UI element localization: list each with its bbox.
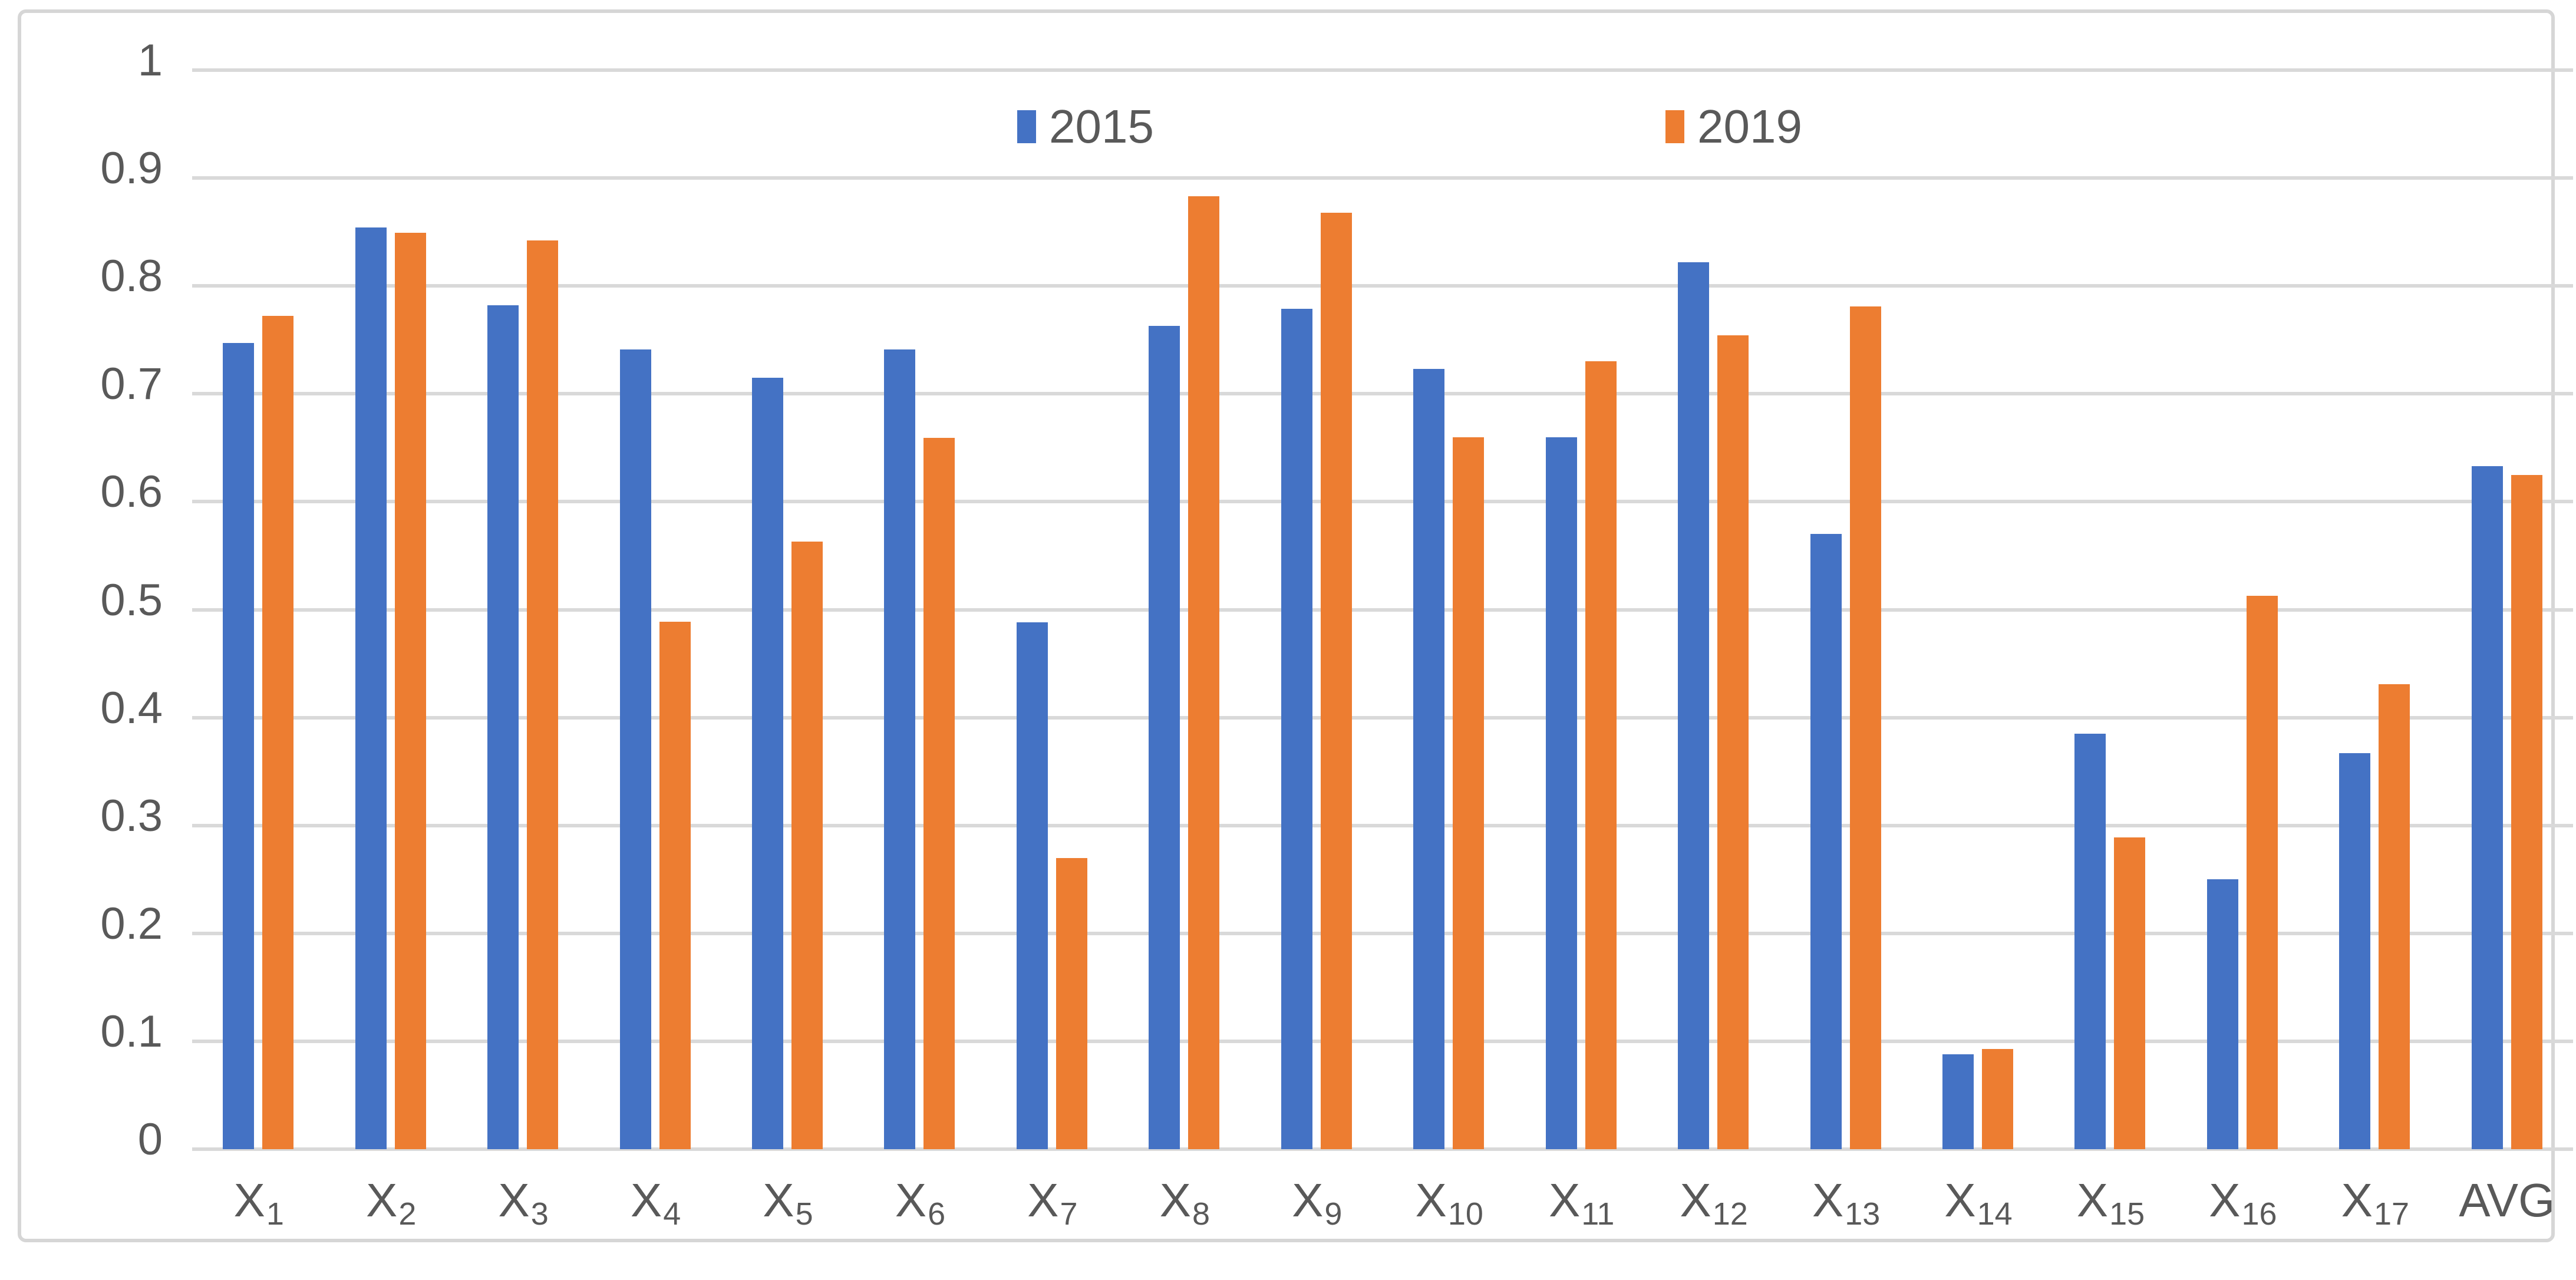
x-tick-label-X13: X13 — [1812, 1174, 1881, 1232]
bar-2015-X9 — [1281, 308, 1312, 1149]
gridline-1 — [192, 68, 2573, 72]
y-tick-label-0.1: 0.1 — [100, 1006, 163, 1057]
x-tick-label-X5: X5 — [763, 1174, 813, 1232]
gridline-0.2 — [192, 931, 2573, 935]
bar-2015-X14 — [1942, 1054, 1974, 1149]
bar-2015-X12 — [1678, 262, 1710, 1149]
x-axis: X1 X2 X3 X4 X5 X6 X7 X8 X9 X10 X11 X12 X13 X14 X15 X16 X… — [192, 1171, 2573, 1242]
legend-marker-2015 — [1017, 110, 1036, 143]
bar-2019-X12 — [1717, 335, 1749, 1149]
bar-2015-X5 — [752, 377, 783, 1149]
bar-2015-X1 — [223, 343, 255, 1149]
bar-2015-X4 — [619, 349, 651, 1149]
x-tick-label-X2: X2 — [365, 1174, 417, 1232]
gridline-0.7 — [192, 392, 2573, 396]
x-tick-label-X14: X14 — [1944, 1174, 2013, 1232]
x-tick-label-X1: X1 — [233, 1174, 284, 1232]
x-tick-label-X7: X7 — [1027, 1174, 1078, 1232]
bar-2019-X3 — [527, 240, 559, 1149]
y-tick-label-0.5: 0.5 — [100, 575, 163, 625]
bar-2019-X16 — [2246, 595, 2278, 1149]
bar-2015-X17 — [2339, 753, 2371, 1149]
bar-2015-X7 — [1016, 622, 1048, 1149]
bar-2015-X15 — [2074, 734, 2106, 1149]
x-tick-label-X15: X15 — [2076, 1174, 2145, 1232]
x-tick-label-X17: X17 — [2341, 1174, 2410, 1232]
bar-2015-X13 — [1810, 534, 1842, 1149]
bar-2019-X7 — [1056, 857, 1087, 1149]
bar-2015-X2 — [355, 227, 387, 1149]
bar-2019-X15 — [2114, 837, 2146, 1149]
x-tick-label-X11: X11 — [1548, 1174, 1615, 1232]
y-tick-label-0.8: 0.8 — [100, 251, 163, 302]
bar-2019-X13 — [1849, 306, 1881, 1149]
y-tick-label-0.9: 0.9 — [100, 143, 163, 194]
gridline-0 — [192, 1147, 2573, 1151]
bar-2019-X6 — [923, 438, 955, 1149]
x-tick-label-AVG: AVG — [2459, 1174, 2555, 1226]
legend-entry-2019: 2019 — [1665, 100, 1802, 153]
bar-2015-X16 — [2206, 879, 2238, 1149]
y-tick-label-0.7: 0.7 — [100, 359, 163, 410]
y-tick-label-1: 1 — [137, 35, 163, 85]
y-tick-label-0: 0 — [137, 1114, 163, 1164]
bar-2019-X4 — [659, 621, 691, 1149]
y-tick-label-0.4: 0.4 — [100, 682, 163, 733]
gridline-0.3 — [192, 823, 2573, 827]
bar-2015-AVG — [2471, 466, 2503, 1149]
x-tick-label-X16: X16 — [2209, 1174, 2277, 1232]
bar-2015-X10 — [1413, 369, 1445, 1149]
plot-area — [192, 68, 2573, 1151]
bar-2019-X10 — [1453, 437, 1485, 1149]
gridline-0.4 — [192, 715, 2573, 720]
chart-frame: 0 0.1 0.2 0.3 0.4 0.5 0.6 0.7 0.8 0.9 1 X1 X2 X3 X4 X5… — [18, 9, 2573, 1242]
bar-2019-X9 — [1320, 212, 1352, 1149]
gridline-0.1 — [192, 1039, 2573, 1043]
legend-label-2019: 2019 — [1697, 100, 1802, 153]
x-tick-label-X4: X4 — [630, 1174, 681, 1232]
gridline-0.5 — [192, 608, 2573, 612]
bar-2019-X14 — [1982, 1048, 2013, 1149]
bar-2019-X17 — [2379, 684, 2410, 1149]
x-tick-label-X3: X3 — [498, 1174, 549, 1232]
bar-2015-X3 — [487, 305, 519, 1149]
bar-2019-X2 — [394, 233, 426, 1149]
x-tick-label-X8: X8 — [1159, 1174, 1211, 1232]
gridline-0.8 — [192, 284, 2573, 288]
bar-2019-X5 — [791, 542, 823, 1149]
x-tick-label-X10: X10 — [1415, 1174, 1483, 1232]
bar-2015-X11 — [1545, 437, 1577, 1149]
x-tick-label-X12: X12 — [1680, 1174, 1748, 1232]
legend-entry-2015: 2015 — [1017, 100, 1154, 153]
bar-2015-X8 — [1149, 325, 1180, 1149]
y-tick-label-0.6: 0.6 — [100, 467, 163, 517]
y-tick-label-0.2: 0.2 — [100, 898, 163, 949]
legend-label-2015: 2015 — [1049, 100, 1154, 153]
bar-2019-X8 — [1188, 196, 1220, 1149]
bar-2019-AVG — [2511, 474, 2542, 1149]
gridline-0.9 — [192, 176, 2573, 180]
bar-2019-X11 — [1585, 361, 1617, 1149]
y-axis: 0 0.1 0.2 0.3 0.4 0.5 0.6 0.7 0.8 0.9 1 — [21, 13, 163, 1280]
legend-marker-2019 — [1665, 110, 1684, 143]
gridline-0.6 — [192, 500, 2573, 504]
x-tick-label-X9: X9 — [1292, 1174, 1343, 1232]
y-tick-label-0.3: 0.3 — [100, 790, 163, 841]
bar-2019-X1 — [262, 316, 294, 1149]
x-tick-label-X6: X6 — [895, 1174, 946, 1232]
bar-2015-X6 — [884, 349, 916, 1149]
